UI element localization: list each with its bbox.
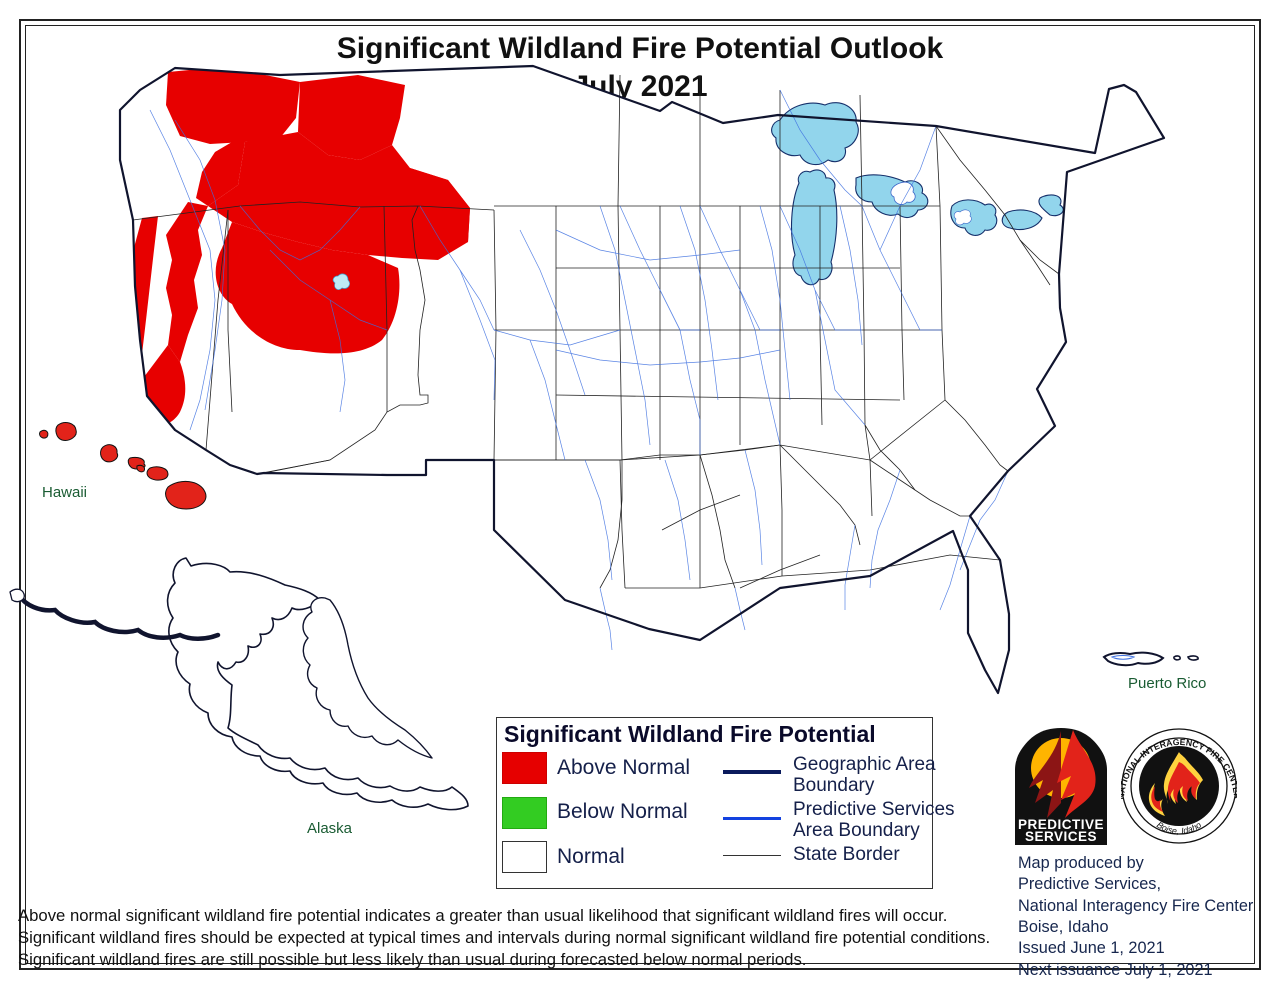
svg-text:Hawaii: Hawaii <box>42 484 87 501</box>
svg-text:Puerto Rico: Puerto Rico <box>1128 675 1206 692</box>
svg-text:SERVICES: SERVICES <box>1025 829 1097 844</box>
svg-text:Alaska: Alaska <box>307 820 353 837</box>
